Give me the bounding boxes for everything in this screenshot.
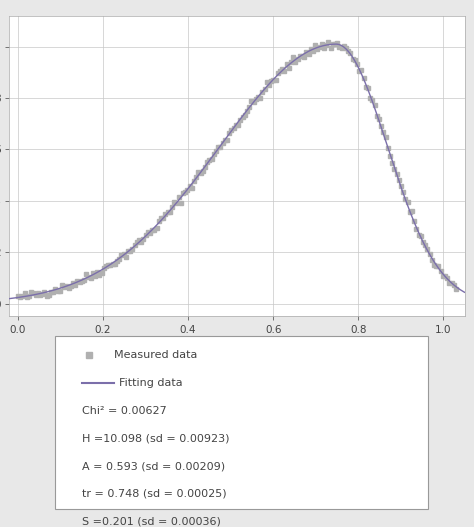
FancyBboxPatch shape	[55, 336, 428, 509]
Text: A = 0.593 (sd = 0.00209): A = 0.593 (sd = 0.00209)	[82, 461, 226, 471]
Text: tr = 0.748 (sd = 0.00025): tr = 0.748 (sd = 0.00025)	[82, 489, 227, 499]
Text: H =10.098 (sd = 0.00923): H =10.098 (sd = 0.00923)	[82, 433, 230, 443]
Text: Chi² = 0.00627: Chi² = 0.00627	[82, 405, 167, 415]
X-axis label: Relative time: Relative time	[198, 341, 276, 354]
Text: S =0.201 (sd = 0.00036): S =0.201 (sd = 0.00036)	[82, 516, 221, 526]
Text: Fitting data: Fitting data	[118, 378, 182, 388]
Text: Measured data: Measured data	[114, 350, 198, 360]
